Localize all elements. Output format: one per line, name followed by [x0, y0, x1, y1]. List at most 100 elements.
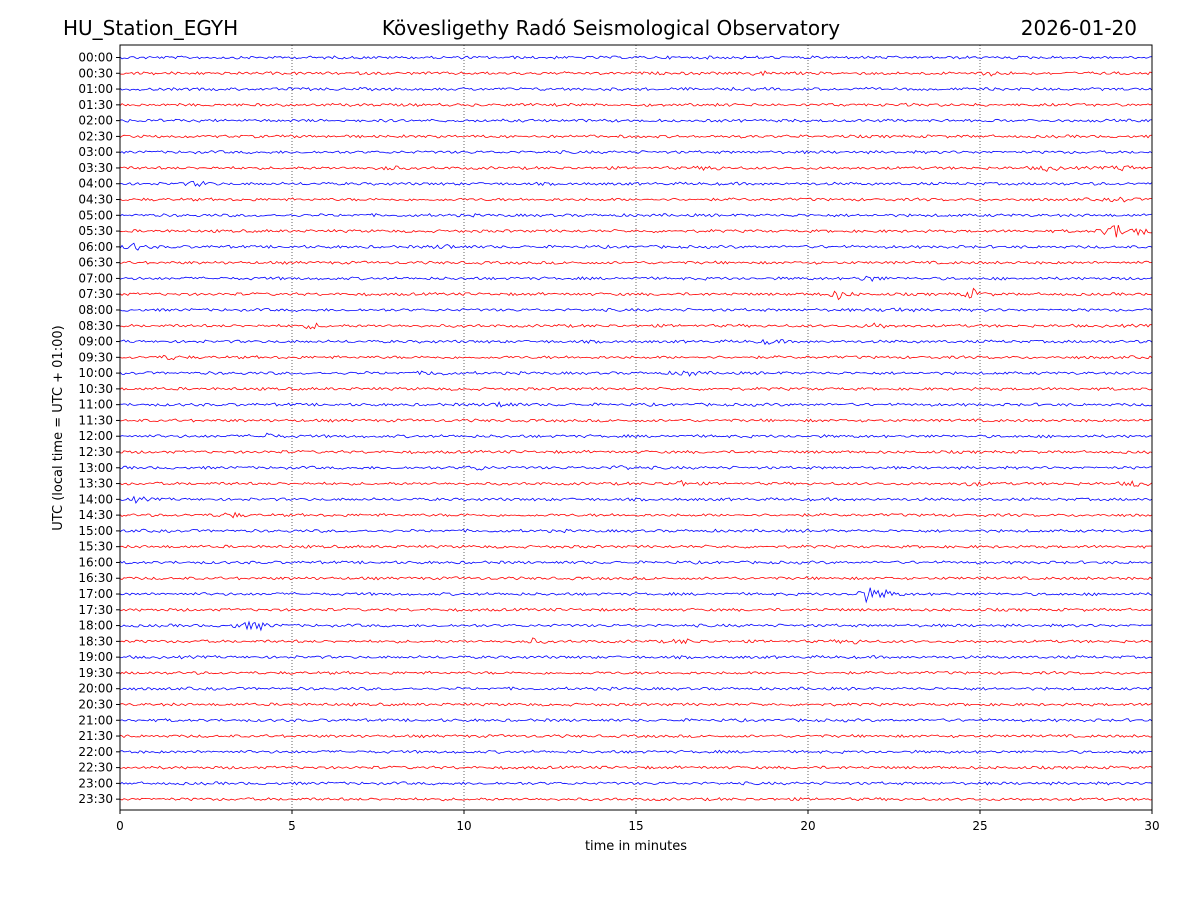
- trace-2230: [119, 765, 1153, 770]
- y-tick-label: 17:30: [78, 603, 113, 617]
- trace-2000: [119, 686, 1153, 691]
- trace-1130: [119, 418, 1152, 423]
- trace-2300: [119, 781, 1153, 786]
- trace-1730: [120, 607, 1153, 612]
- y-tick-label: 01:30: [78, 98, 113, 112]
- y-tick-label: 09:30: [78, 350, 113, 364]
- trace-1830: [119, 637, 1153, 645]
- x-tick-label: 5: [288, 819, 296, 833]
- trace-0100: [119, 86, 1153, 92]
- y-tick-label: 15:30: [78, 540, 113, 554]
- y-tick-label: 11:30: [78, 413, 113, 427]
- y-tick-label: 16:30: [78, 571, 113, 585]
- y-tick-label: 04:00: [78, 177, 113, 191]
- y-tick-label: 07:00: [78, 271, 113, 285]
- trace-0330: [119, 165, 1152, 173]
- y-tick-label: 12:30: [78, 445, 113, 459]
- x-axis: 0 5 10 15 20 25 30: [116, 810, 1160, 833]
- y-tick-label: 02:00: [78, 114, 113, 128]
- y-tick-label: 18:30: [78, 634, 113, 648]
- y-tick-label: 15:00: [78, 524, 113, 538]
- trace-1000: [119, 370, 1153, 377]
- trace-1430: [119, 511, 1153, 519]
- date-title: 2026-01-20: [1021, 16, 1137, 40]
- trace-1630: [119, 576, 1153, 581]
- y-tick-label: 14:30: [78, 508, 113, 522]
- trace-0530: [119, 224, 1152, 238]
- trace-1100: [119, 401, 1153, 408]
- y-tick-label: 23:00: [78, 776, 113, 790]
- trace-0930: [119, 354, 1153, 361]
- trace-1200: [119, 432, 1153, 439]
- x-tick-label: 15: [628, 819, 643, 833]
- y-tick-label: 16:00: [78, 555, 113, 569]
- trace-0130: [119, 102, 1153, 107]
- y-tick-label: 19:00: [78, 650, 113, 664]
- trace-0600: [119, 242, 1153, 251]
- y-tick-label: 10:30: [78, 382, 113, 396]
- y-tick-label: 19:30: [78, 666, 113, 680]
- y-tick-label: 18:00: [78, 619, 113, 633]
- trace-2100: [119, 718, 1153, 723]
- trace-1330: [119, 479, 1153, 487]
- y-tick-label: 10:00: [78, 366, 113, 380]
- x-tick-label: 20: [800, 819, 815, 833]
- y-tick-label: 04:30: [78, 193, 113, 207]
- y-tick-label: 13:30: [78, 477, 113, 491]
- y-tick-label: 23:30: [78, 792, 113, 806]
- trace-1700: [119, 587, 1153, 604]
- trace-0730: [119, 287, 1153, 301]
- trace-1930: [119, 670, 1153, 675]
- y-tick-label: 07:30: [78, 287, 113, 301]
- y-tick-label: 00:00: [78, 51, 113, 65]
- trace-0200: [119, 118, 1153, 123]
- x-tick-label: 25: [972, 819, 987, 833]
- trace-1400: [119, 495, 1153, 504]
- y-tick-label: 12:00: [78, 429, 113, 443]
- trace-1530: [119, 544, 1153, 549]
- y-tick-label: 05:30: [78, 224, 113, 238]
- y-tick-label: 03:00: [78, 145, 113, 159]
- y-tick-label: 13:00: [78, 461, 113, 475]
- trace-0000: [119, 55, 1153, 60]
- trace-0400: [119, 180, 1153, 187]
- trace-0300: [119, 150, 1153, 155]
- trace-0700: [119, 275, 1153, 283]
- trace-2030: [119, 702, 1153, 707]
- chart-title: Kövesligethy Radó Seismological Observat…: [382, 16, 840, 40]
- trace-0830: [119, 322, 1153, 330]
- y-tick-label: 17:00: [78, 587, 113, 601]
- station-title: HU_Station_EGYH: [63, 16, 238, 40]
- trace-1230: [119, 449, 1153, 455]
- trace-0800: [119, 307, 1153, 313]
- y-tick-label: 08:00: [78, 303, 113, 317]
- trace-1800: [119, 620, 1153, 632]
- y-tick-label: 22:00: [78, 745, 113, 759]
- y-tick-label: 21:30: [78, 729, 113, 743]
- trace-0500: [119, 213, 1153, 218]
- y-tick-label: 02:30: [78, 129, 113, 143]
- trace-0230: [119, 134, 1153, 139]
- trace-2200: [119, 749, 1153, 754]
- trace-2330: [119, 797, 1153, 802]
- trace-1300: [119, 465, 1153, 471]
- y-tick-label: 20:00: [78, 682, 113, 696]
- trace-2130: [119, 733, 1153, 739]
- y-tick-label: 22:30: [78, 761, 113, 775]
- y-tick-label: 03:30: [78, 161, 113, 175]
- y-tick-label: 05:00: [78, 208, 113, 222]
- x-tick-label: 10: [456, 819, 471, 833]
- x-axis-label: time in minutes: [585, 839, 687, 854]
- y-tick-label: 00:30: [78, 66, 113, 80]
- y-tick-label: 09:00: [78, 335, 113, 349]
- trace-0030: [119, 70, 1153, 77]
- trace-1500: [119, 528, 1153, 534]
- trace-group: [119, 55, 1153, 802]
- y-tick-label: 06:30: [78, 256, 113, 270]
- y-tick-label: 11:00: [78, 398, 113, 412]
- trace-1030: [119, 386, 1153, 392]
- y-tick-label: 20:30: [78, 697, 113, 711]
- trace-0430: [119, 196, 1153, 203]
- y-axis-label: UTC (local time = UTC + 01:00): [51, 325, 66, 530]
